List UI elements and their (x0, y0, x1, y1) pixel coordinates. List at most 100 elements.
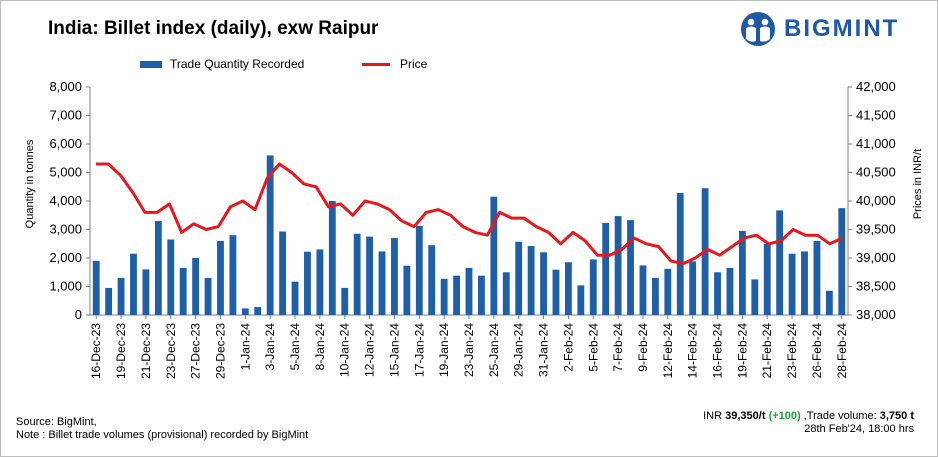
bar (527, 246, 535, 315)
bar (726, 267, 734, 315)
x-tick-label: 19-Dec-23 (114, 323, 128, 379)
bar (738, 230, 746, 315)
x-tick-label: 16-Feb-24 (711, 323, 725, 379)
footer-source: Source: BigMint, Note : Billet trade vol… (16, 416, 308, 442)
summary-line: INR 39,350/t (+100) ,Trade volume: 3,750… (703, 410, 914, 423)
chart-legend: Trade Quantity Recorded Price (0, 57, 938, 75)
bar (801, 251, 808, 315)
x-tick-label: 23-Feb-24 (785, 323, 799, 379)
legend-line-swatch (362, 62, 390, 66)
bar (478, 275, 485, 315)
bar (117, 277, 125, 315)
bar (689, 261, 697, 315)
bar (751, 279, 759, 316)
x-tick-label: 29-Jan-24 (512, 323, 526, 377)
y-right-tick-label: 41,500 (856, 108, 896, 123)
bar (142, 269, 150, 315)
bar (440, 278, 448, 315)
bar (217, 240, 224, 315)
x-tick-label: 21-Dec-23 (139, 323, 153, 379)
x-tick-label: 2-Feb-24 (561, 323, 575, 372)
bar (366, 236, 373, 316)
price-change: (+100) (768, 410, 801, 422)
bar (838, 208, 846, 316)
x-tick-label: 23-Dec-23 (164, 323, 178, 379)
bigmint-logo-icon (741, 12, 775, 46)
bar (316, 249, 324, 315)
y-right-tick-label: 40,500 (856, 165, 896, 180)
bar (614, 216, 622, 315)
bar (564, 262, 572, 315)
y-left-tick-label: 2,000 (49, 250, 82, 265)
bar (415, 225, 423, 315)
x-tick-label: 28-Feb-24 (835, 323, 849, 379)
bar (204, 277, 212, 315)
bar (627, 220, 634, 315)
bar (105, 287, 113, 315)
bar (291, 281, 299, 315)
brand-logo: BIGMINT (740, 12, 899, 46)
legend-bar-swatch (140, 60, 162, 68)
chart-title: India: Billet index (daily), exw Raipur (48, 18, 379, 39)
y-right-tick-label: 40,000 (856, 193, 896, 208)
bar (714, 272, 721, 315)
x-tick-label: 23-Jan-24 (462, 323, 476, 377)
bar (589, 259, 597, 315)
x-tick-label: 31-Jan-24 (537, 323, 551, 377)
bar (304, 251, 311, 315)
x-tick-label: 25-Jan-24 (487, 323, 501, 377)
x-tick-label: 16-Dec-23 (89, 323, 103, 379)
bar (577, 285, 585, 315)
price-line (96, 162, 843, 266)
note-text: Note : Billet trade volumes (provisional… (16, 429, 309, 441)
bar (540, 252, 547, 315)
y-left-tick-label: 7,000 (49, 108, 82, 123)
y-left-tick-label: 4,000 (49, 193, 82, 208)
bar (266, 155, 274, 315)
bar (602, 222, 610, 315)
y-left-tick-label: 0 (75, 307, 82, 322)
y-left-tick-label: 3,000 (49, 222, 82, 237)
y-right-tick-label: 41,000 (856, 136, 896, 151)
bar (192, 258, 200, 315)
bar (403, 265, 411, 315)
bar (130, 253, 137, 315)
timestamp: 28th Feb'24, 18:00 hrs (804, 423, 914, 435)
bar (490, 196, 498, 315)
y-right-tick-label: 39,000 (856, 250, 896, 265)
y-right-tick-label: 38,000 (856, 307, 896, 322)
price-value: 39,350/t (725, 410, 766, 422)
bar (788, 253, 796, 315)
y-left-tick-label: 6,000 (49, 136, 82, 151)
source-text: Source: BigMint, (16, 416, 97, 428)
bar (453, 275, 460, 315)
bar (353, 233, 361, 315)
x-tick-label: 15-Jan-24 (387, 323, 401, 377)
brand-name: BIGMINT (784, 15, 900, 42)
bar (639, 265, 647, 315)
x-tick-label: 10-Jan-24 (338, 323, 352, 377)
y-right-tick-label: 42,000 (856, 79, 896, 94)
y-left-tick-label: 1,000 (49, 279, 82, 294)
bar (241, 308, 249, 315)
footer-summary: INR 39,350/t (+100) ,Trade volume: 3,750… (703, 410, 914, 436)
bar (428, 245, 436, 315)
bar (776, 210, 784, 315)
bar (167, 239, 175, 315)
bar (552, 269, 560, 315)
legend-item-line: Price (362, 57, 427, 71)
x-tick-label: 21-Feb-24 (760, 323, 774, 379)
legend-line-label: Price (400, 57, 428, 71)
bar (378, 251, 386, 315)
y-right-tick-label: 38,500 (856, 279, 896, 294)
bar (154, 220, 162, 315)
bar (254, 307, 262, 315)
x-tick-label: 17-Jan-24 (412, 323, 426, 377)
bar (179, 267, 187, 315)
bar (664, 268, 672, 315)
bar (279, 231, 287, 315)
x-tick-label: 1-Jan-24 (238, 323, 252, 371)
bar (651, 277, 659, 315)
x-tick-label: 26-Feb-24 (810, 323, 824, 379)
